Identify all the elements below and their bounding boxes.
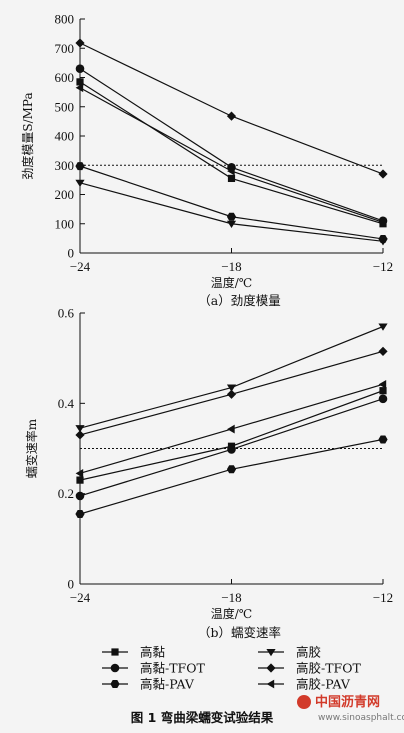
watermark: 中国沥青网 www.sinoasphalt.com [297,694,404,723]
x-tick-label: −12 [373,259,393,274]
legend-label: 高胶 [296,645,321,660]
data-point [75,491,85,501]
y-axis-label: 劲度模量S/MPa [20,92,35,179]
legend-marker [266,679,275,689]
data-point [75,179,85,187]
x-axis-label: 温度/℃ [211,606,252,621]
data-point [226,212,237,221]
data-point [378,169,388,179]
legend-marker [110,680,120,688]
data-point [378,217,387,227]
chart-caption: （a）劲度模量 [198,293,280,308]
watermark-brand: 中国沥青网 [315,694,380,710]
data-point [75,64,85,74]
data-point [227,424,235,434]
data-point [76,476,84,484]
chart-stiffness-modulus: 0 100 200 300 400 500 600 700 800 −24 −18 −12 温度/℃ 劲度… [20,12,393,309]
x-tick-label: −18 [221,259,241,274]
y-tick-label: 0.2 [58,486,74,501]
x-tick-label: −18 [221,590,241,605]
data-point [226,384,237,392]
legend-label: 高黏-PAV [140,677,195,692]
y-tick-label: 0.6 [58,306,75,321]
x-tick-label: −24 [70,259,91,274]
y-tick-label: 700 [55,41,75,56]
y-tick-label: 400 [55,129,75,144]
y-tick-label: 100 [55,216,75,231]
data-point [226,465,237,474]
x-tick-label: −24 [70,590,91,605]
data-point [378,346,388,356]
y-tick-label: 800 [55,12,75,27]
series-line-4 [79,42,384,175]
data-point [75,83,84,93]
y-tick-label: 200 [55,187,75,202]
data-point [378,394,388,404]
series-line-3 [79,68,384,222]
y-axis-label: 蠕变速率m [24,418,39,478]
data-point [378,435,388,444]
y-tick-label: 600 [55,70,75,85]
legend-marker [266,649,276,657]
data-point [378,379,387,389]
data-point [226,111,237,121]
legend-label: 高黏-TFOT [140,661,205,676]
data-point [75,162,85,171]
y-tick-label: 500 [55,99,75,114]
y-tick-label: 0 [68,246,75,261]
data-point [226,220,237,228]
x-tick-label: −12 [373,590,393,605]
data-point [227,174,236,183]
data-point [75,468,84,478]
data-point [378,323,388,331]
series-line-2 [79,325,384,429]
series-line-6 [79,87,384,223]
data-point [379,387,387,395]
data-point [75,38,85,48]
chart-creep-rate: 0 0.2 0.4 0.6 −24 −18 −12 温度/℃ 蠕变速率m （b）蠕变速率 [24,306,393,641]
x-axis-label: 温度/℃ [211,275,252,290]
data-point [75,430,85,440]
legend-label: 高胶-PAV [296,677,351,692]
series-line-1 [79,81,384,225]
figure-title: 图 1 弯曲梁蠕变试验结果 [131,710,274,725]
legend-marker [110,663,120,673]
y-tick-label: 0.4 [58,396,75,411]
data-point [75,510,85,518]
y-tick-label: 300 [55,158,75,173]
legend-label: 高胶-TFOT [296,661,361,676]
data-point [76,78,84,86]
legend-label: 高黏 [140,645,166,660]
data-point [378,234,388,243]
data-point [226,389,237,399]
data-point [227,166,235,176]
watermark-url: www.sinoasphalt.com [318,713,404,723]
legend-marker [111,648,119,656]
legend-marker [266,663,276,673]
chart-caption: （b）蠕变速率 [198,625,281,640]
y-tick-label: 0 [68,577,75,592]
data-point [75,425,85,433]
watermark-logo-icon [297,695,311,709]
data-point [227,445,236,454]
